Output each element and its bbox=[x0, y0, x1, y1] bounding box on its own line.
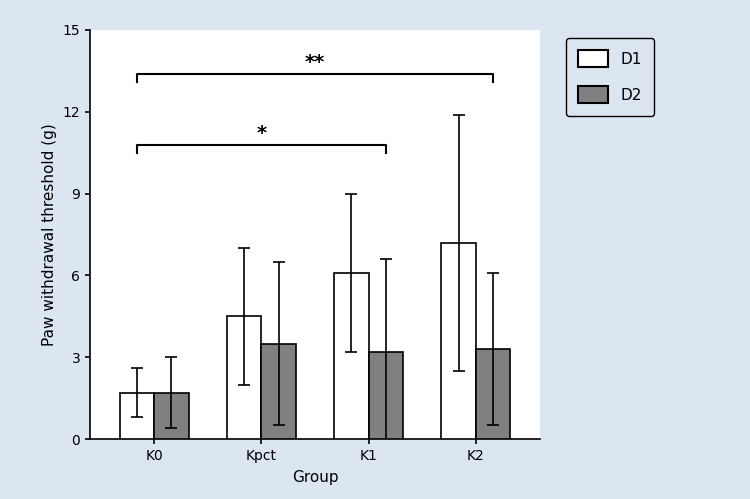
Text: *: * bbox=[256, 124, 266, 143]
Bar bbox=[154, 393, 188, 439]
Bar bbox=[368, 352, 403, 439]
Bar bbox=[442, 243, 476, 439]
Bar bbox=[120, 393, 154, 439]
Bar bbox=[262, 344, 296, 439]
Y-axis label: Paw withdrawal threshold (g): Paw withdrawal threshold (g) bbox=[42, 123, 57, 346]
Bar bbox=[334, 273, 368, 439]
Text: **: ** bbox=[304, 53, 326, 72]
X-axis label: Group: Group bbox=[292, 470, 338, 485]
Bar bbox=[476, 349, 510, 439]
Legend: D1, D2: D1, D2 bbox=[566, 37, 654, 116]
Bar bbox=[227, 316, 262, 439]
